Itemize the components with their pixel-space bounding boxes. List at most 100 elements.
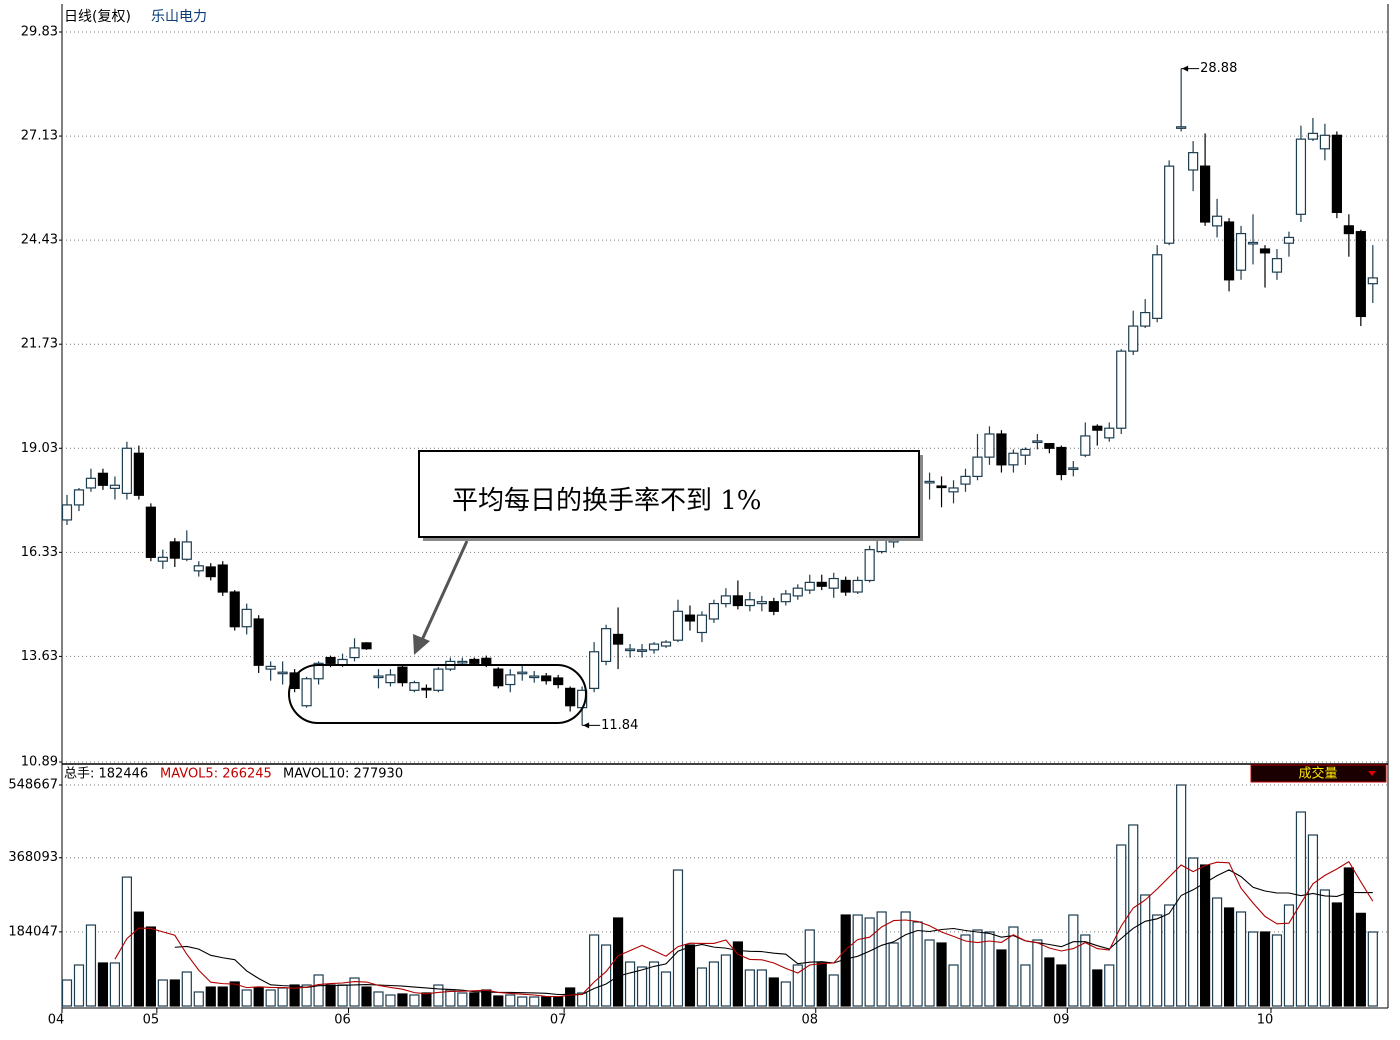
volume-bar xyxy=(744,969,755,1007)
volume-bar xyxy=(229,981,240,1007)
candle-body xyxy=(73,489,85,506)
ma5-legend: MAVOL5: 266245 xyxy=(160,767,272,782)
volume-bar xyxy=(1247,931,1259,1007)
extreme-label: 11.84 xyxy=(601,718,638,733)
candle-body xyxy=(397,666,408,684)
candle-body xyxy=(1259,248,1271,254)
candle-body xyxy=(1223,221,1235,281)
x-tick-label: 04 xyxy=(48,1013,65,1028)
candle-body xyxy=(1235,232,1247,271)
candle-body xyxy=(1307,132,1319,140)
candle-body xyxy=(457,660,468,664)
volume-bar xyxy=(157,979,168,1007)
chart-title: 日线(复权) xyxy=(64,8,131,25)
volume-bar xyxy=(133,911,144,1007)
button-frame[interactable] xyxy=(1250,764,1387,783)
volume-bar xyxy=(888,942,899,1007)
volume-bar xyxy=(1092,969,1103,1007)
x-tick-label: 06 xyxy=(334,1013,351,1028)
candle-body xyxy=(325,656,336,664)
volume-bar xyxy=(936,942,947,1007)
ma-line xyxy=(114,860,1374,998)
volume-bar xyxy=(565,987,576,1007)
y-tick-label: 368093 xyxy=(8,850,58,865)
candle-body xyxy=(1032,440,1043,444)
candle-body xyxy=(229,591,240,628)
candle-body xyxy=(1068,467,1079,471)
volume-bar xyxy=(337,984,348,1007)
y-tick-label: 13.63 xyxy=(21,649,58,664)
candle-body xyxy=(1044,443,1055,449)
volume-bar xyxy=(265,989,276,1007)
candle-body xyxy=(109,484,121,489)
candle-body xyxy=(529,675,540,679)
volume-bar xyxy=(457,992,468,1007)
indicator-button[interactable]: 成交量 xyxy=(1250,764,1387,783)
candle-body xyxy=(373,675,384,679)
candle-body xyxy=(133,452,144,496)
candle-body xyxy=(1355,231,1366,318)
volume-bar xyxy=(505,994,516,1007)
volume-bar xyxy=(121,876,133,1007)
volume-bar xyxy=(696,967,708,1007)
volume-bar xyxy=(1152,914,1163,1007)
volume-bar xyxy=(241,989,252,1007)
candle-body xyxy=(1283,236,1295,244)
candle-body xyxy=(828,577,839,589)
candle-body xyxy=(636,649,648,652)
candle-body xyxy=(61,504,73,521)
volume-bar xyxy=(1140,894,1151,1007)
volume-bar xyxy=(1235,911,1247,1007)
button-label[interactable]: 成交量 xyxy=(1298,766,1337,782)
candle-body xyxy=(684,614,696,622)
candle-body xyxy=(481,657,492,666)
candle-body xyxy=(672,610,684,641)
candle-body xyxy=(241,608,252,628)
volume-bar xyxy=(181,971,192,1007)
volume-bar xyxy=(924,939,935,1007)
candle-body xyxy=(960,475,971,485)
volume-bar xyxy=(529,996,540,1007)
pointer-head xyxy=(1182,65,1189,72)
volume-bar xyxy=(1331,902,1342,1007)
candle-body xyxy=(505,674,516,686)
candle-body xyxy=(840,579,851,593)
candle-body xyxy=(265,665,276,670)
volume-bar xyxy=(493,995,504,1007)
marks: 29.83 27.13 24.43 21.73 19.03 16.33 13.63 10.89… xyxy=(8,25,1388,1028)
volume-bar xyxy=(600,944,612,1007)
volume-bar xyxy=(541,996,552,1007)
y-tick-label: 29.83 xyxy=(21,25,58,40)
volume-bar xyxy=(1295,811,1307,1007)
candle-body xyxy=(1128,325,1139,352)
candle-body xyxy=(816,581,827,587)
volume-bar xyxy=(61,979,73,1007)
callout-arrow xyxy=(420,540,469,641)
volume-bar xyxy=(385,994,396,1007)
candle-body xyxy=(1188,152,1199,171)
highlight-ellipse xyxy=(287,664,588,724)
candle-body xyxy=(1116,350,1127,429)
candle-body xyxy=(301,678,312,707)
candle-body xyxy=(1331,134,1342,213)
candle-body xyxy=(984,433,995,458)
volume-bar xyxy=(325,984,336,1007)
volume-bar xyxy=(1355,912,1366,1007)
candle-body xyxy=(469,658,480,664)
candle-body xyxy=(660,641,672,647)
candle-body xyxy=(289,672,300,689)
volume-bar xyxy=(349,977,360,1007)
dropdown-icon[interactable] xyxy=(1368,771,1376,776)
volume-bar xyxy=(1307,834,1319,1007)
volume-bar xyxy=(1188,857,1199,1007)
candle-body xyxy=(157,556,168,562)
candle-body xyxy=(1343,225,1354,235)
candle-body xyxy=(409,682,420,691)
volume-bar xyxy=(996,949,1007,1007)
volume-bar xyxy=(97,962,109,1007)
volume-bar xyxy=(876,911,887,1007)
ma10-legend: MAVOL10: 277930 xyxy=(283,767,403,782)
candle-body xyxy=(205,566,216,578)
